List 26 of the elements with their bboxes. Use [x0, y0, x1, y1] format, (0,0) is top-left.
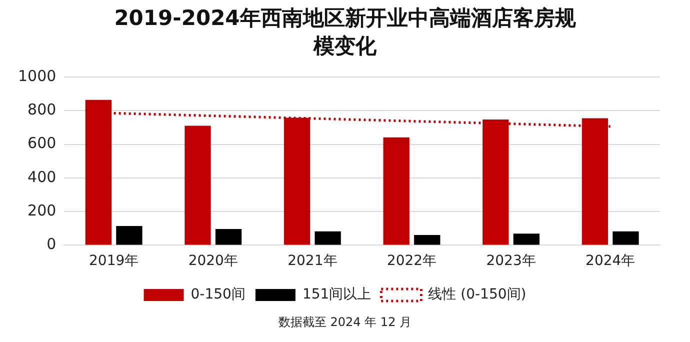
- x-tick-label: 2022年: [386, 253, 437, 270]
- y-tick-label: 600: [28, 134, 56, 152]
- bar: [85, 100, 112, 245]
- y-tick-label: 200: [28, 201, 56, 220]
- x-tick-label: 2020年: [188, 253, 238, 270]
- y-tick-label: 800: [28, 100, 56, 119]
- bar: [184, 126, 211, 245]
- y-tick-label: 400: [28, 168, 56, 186]
- bar: [383, 137, 410, 245]
- legend-label: 151间以上: [302, 286, 372, 303]
- x-tick-label: 2021年: [288, 253, 338, 270]
- bar: [513, 234, 540, 245]
- y-tick-label: 0: [46, 235, 56, 254]
- bar: [612, 231, 639, 245]
- x-tick-label: 2024年: [586, 253, 636, 270]
- bar: [215, 229, 242, 245]
- y-tick-label: 1000: [18, 66, 56, 85]
- x-tick-label: 2023年: [486, 253, 536, 270]
- bar: [314, 231, 341, 245]
- x-tick-label: 2019年: [89, 253, 139, 270]
- legend-label: 0-150间: [190, 286, 246, 303]
- chart-title: 2019-2024年西南地区新开业中高端酒店客房规模变化: [113, 5, 577, 60]
- legend-label: 线性 (0-150间): [428, 286, 526, 303]
- bar: [116, 226, 142, 245]
- bar: [414, 234, 440, 245]
- text: 数据截至 2024 年 12 月: [277, 314, 413, 331]
